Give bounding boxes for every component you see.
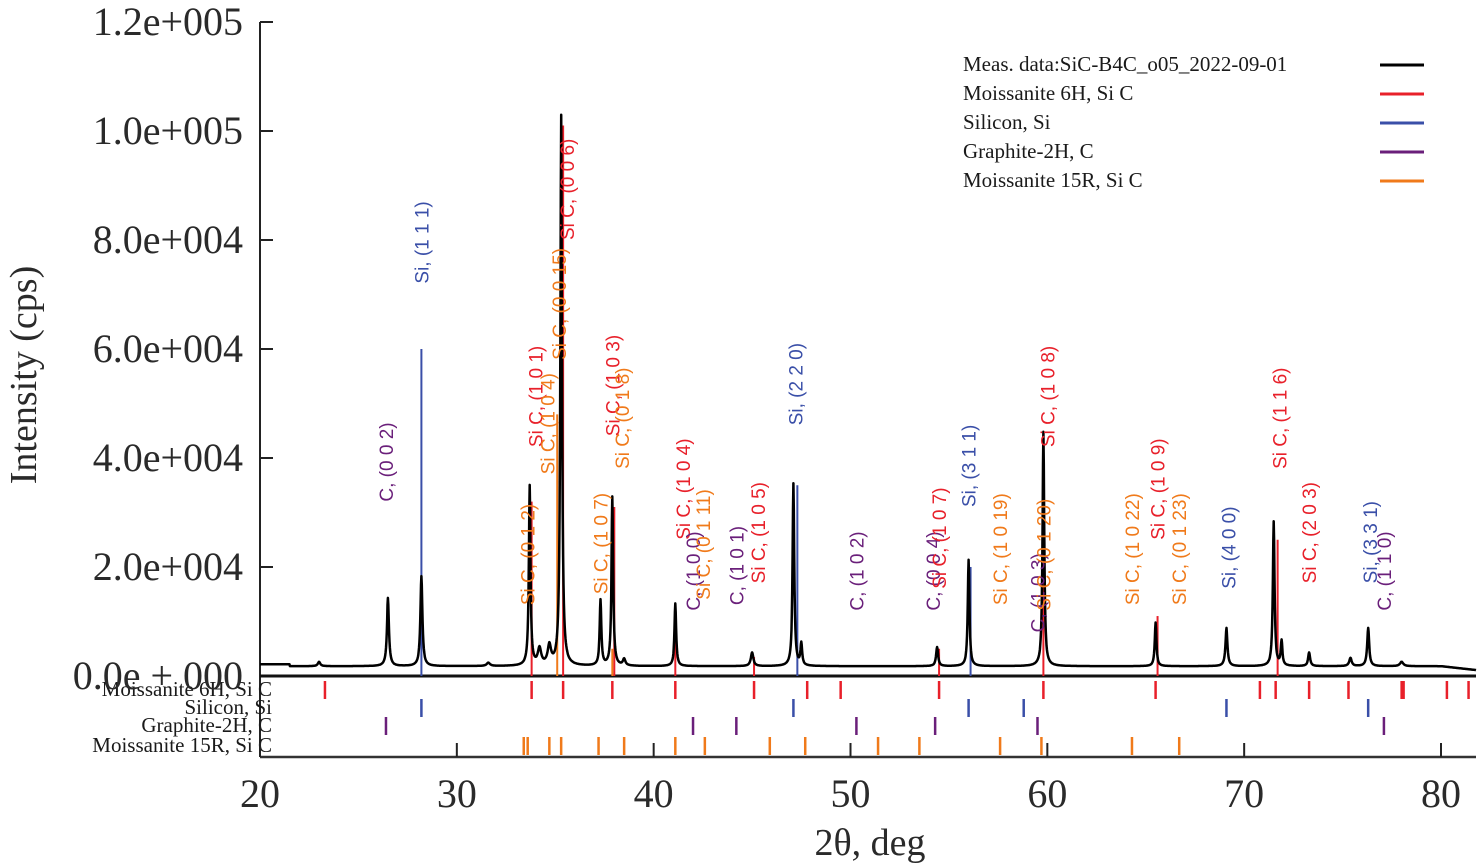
- x-tick-label: 30: [437, 771, 477, 816]
- peak-label: C, (0 0 4): [924, 531, 945, 610]
- x-tick-label: 20: [240, 771, 280, 816]
- y-tick-label: 4.0e+004: [93, 435, 243, 480]
- peak-label: Si, (2 2 0): [786, 343, 807, 425]
- peak-label: Si C, (1 0 4): [538, 373, 559, 474]
- phase-row-label: Silicon, Si: [184, 695, 272, 719]
- peak-label: C, (1 1 0): [1375, 531, 1396, 610]
- peak-label: Si C, (0 1 2): [519, 504, 540, 605]
- peak-label: Si C, (0 0 15): [550, 248, 571, 360]
- axes: [259, 22, 1476, 759]
- x-tick-label: 50: [831, 771, 871, 816]
- peak-label: Si C, (1 1 6): [1271, 368, 1292, 469]
- peak-label: Si C, (0 1 11): [694, 489, 715, 600]
- x-tick-label: 80: [1421, 771, 1461, 816]
- peak-label: Si C, (1 0 7): [592, 493, 613, 594]
- peak-label: Si C, (1 0 1): [527, 346, 548, 447]
- peak-label: Si, (4 0 0): [1219, 506, 1240, 588]
- peak-label: Si C, (0 1 20): [1034, 499, 1055, 611]
- peak-label: Si C, (1 0 22): [1123, 493, 1144, 605]
- phase-row-label: Moissanite 6H, Si C: [102, 677, 272, 701]
- peak-label: C, (1 0 0): [684, 531, 705, 610]
- peak-label: Si, (3 3 1): [1361, 501, 1382, 583]
- peak-label: Si, (3 1 1): [960, 425, 981, 507]
- y-axis-title: Intensity (cps): [3, 266, 45, 484]
- peak-label: Si C, (1 0 5): [749, 482, 770, 583]
- legend-label: Silicon, Si: [963, 110, 1051, 134]
- y-tick-label: 6.0e+004: [93, 326, 243, 371]
- peak-label: C, (1 0 2): [847, 531, 868, 610]
- peak-label: Si C, (0 1 8): [613, 368, 634, 469]
- legend-label: Moissanite 6H, Si C: [963, 81, 1133, 105]
- legend-label: Meas. data:SiC-B4C_o05_2022-09-01: [963, 52, 1287, 76]
- y-tick-label: 0.0e + 000: [73, 653, 243, 698]
- phase-row-label: Graphite-2H, C: [141, 713, 272, 737]
- legend-label: Moissanite 15R, Si C: [963, 168, 1143, 192]
- peak-label: Si C, (1 0 7): [930, 487, 951, 588]
- peak-label: Si C, (1 0 3): [603, 335, 624, 436]
- y-tick-label: 2.0e+004: [93, 544, 243, 589]
- peak-label: Si C, (1 0 19): [991, 493, 1012, 605]
- x-tick-label: 60: [1027, 771, 1067, 816]
- peak-label: Si C, (1 0 4): [674, 438, 695, 539]
- peak-labels: C, (0 0 2) Si, (1 1 1) Si C, (0 1 2) Si C, …: [377, 139, 1396, 633]
- peak-label: Si C, (1 0 8): [1038, 346, 1059, 447]
- measured-pattern-line: [259, 113, 1477, 672]
- legend-label: Graphite-2H, C: [963, 139, 1094, 163]
- peak-label: Si C, (0 0 6): [558, 139, 579, 240]
- peak-label: C, (0 0 2): [377, 422, 398, 501]
- x-tick-label: 40: [634, 771, 674, 816]
- peak-label: Si C, (1 0 9): [1149, 438, 1170, 539]
- phase-row-label: Moissanite 15R, Si C: [92, 733, 272, 757]
- peak-label: Si, (1 1 1): [412, 201, 433, 283]
- series-layer: [259, 113, 1477, 672]
- y-tick-label: 1.2e+005: [93, 0, 243, 44]
- legend: Meas. data:SiC-B4C_o05_2022-09-01 Moissan…: [963, 52, 1424, 192]
- peak-label: Si C, (2 0 3): [1300, 482, 1321, 583]
- y-tick-label: 8.0e+004: [93, 217, 243, 262]
- peak-label: C, (1 0 3): [1028, 553, 1049, 632]
- y-tick-label: 1.0e+005: [93, 108, 243, 153]
- peak-label: C, (1 0 1): [727, 526, 748, 605]
- peak-label: Si C, (0 1 23): [1170, 493, 1191, 605]
- x-axis-title: 2θ, deg: [814, 822, 925, 864]
- x-tick-label: 70: [1224, 771, 1264, 816]
- tick-labels: 0.0e + 000 2.0e+004 4.0e+004 6.0e+004 8.0e+0…: [73, 0, 1461, 816]
